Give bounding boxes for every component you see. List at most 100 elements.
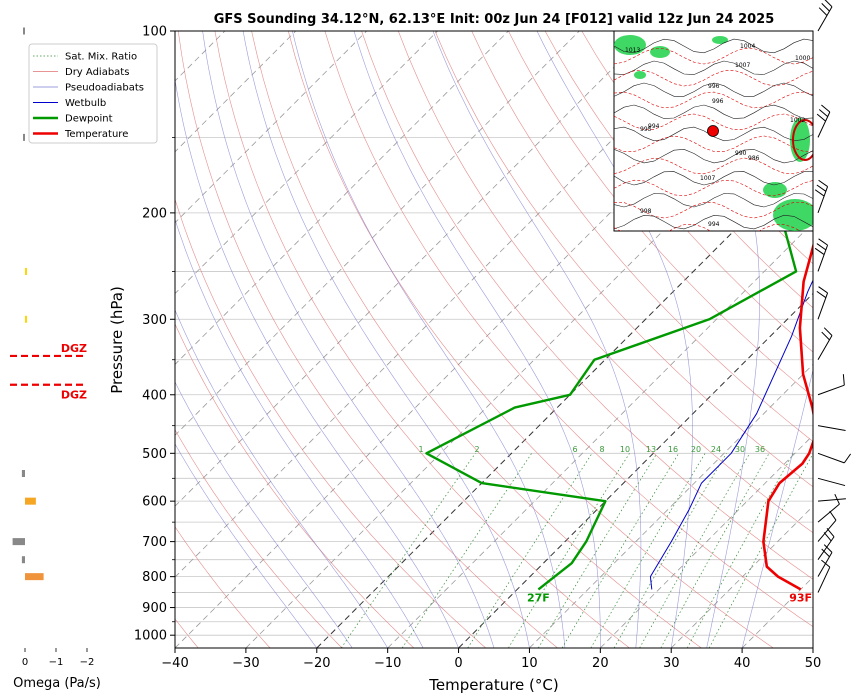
isotherm-line: [529, 363, 813, 648]
wind-barb: [814, 179, 829, 214]
dry-adiabat: [508, 31, 813, 397]
omega-tick-label: −2: [80, 657, 95, 668]
wind-barb: [817, 374, 845, 396]
isotherm-line: [387, 222, 813, 648]
omega-bar: [23, 27, 25, 35]
x-tick-label: 40: [734, 656, 751, 671]
surface-annotations: 93F 27F: [527, 591, 812, 604]
dry-adiabat: [544, 31, 813, 353]
dry-adiabat: [175, 198, 486, 648]
y-tick-label: 500: [142, 447, 167, 462]
y-tick-label: 700: [142, 535, 167, 550]
omega-bar: [25, 497, 36, 505]
isotherm-line: [175, 31, 793, 648]
y-tick-label: 900: [142, 601, 167, 616]
wind-barb: [817, 544, 833, 577]
dry-adiabat: [177, 31, 558, 648]
wind-barb: [817, 0, 833, 32]
map-label: 994: [648, 123, 660, 130]
dry-adiabat: [175, 323, 415, 648]
x-tick-label: −30: [232, 656, 259, 671]
omega-panel: 0 −1 −2 DGZ DGZ: [10, 27, 95, 668]
mixing-ratio-line: [508, 453, 630, 648]
mixing-ratio-line: [341, 453, 476, 648]
mixing-ratio-line: [401, 453, 532, 648]
x-axis: −40 −30 −20 −10 0 10 20 30 40 50: [161, 648, 821, 671]
mixing-ratio-label: 8: [599, 445, 604, 454]
mixing-ratio-label: 6: [572, 445, 577, 454]
map-label: 998: [640, 208, 652, 215]
wind-barb: [817, 425, 846, 432]
legend-label: Pseudoadiabats: [65, 83, 144, 94]
map-label: 994: [708, 221, 720, 228]
wind-barb: [817, 510, 837, 542]
pseudoadiabat: [353, 31, 601, 648]
mixing-ratio-label: 24: [711, 445, 721, 454]
legend: Sat. Mix. Ratio Dry Adiabats Pseudoadiabat…: [28, 43, 158, 144]
x-tick-label: 20: [592, 656, 609, 671]
wind-barb: [817, 477, 846, 487]
x-tick-label: −10: [374, 656, 401, 671]
wind-barb: [817, 528, 835, 560]
map-label: 1013: [625, 47, 640, 54]
dry-adiabat: [434, 31, 813, 488]
dry-adiabat: [839, 31, 860, 648]
chart-title: GFS Sounding 34.12°N, 62.13°E Init: 00z …: [214, 12, 775, 27]
pseudoadiabat: [536, 31, 693, 648]
mixing-ratio-line: [537, 453, 658, 648]
mixing-ratio-line: [639, 453, 751, 648]
pseudoadiabat: [432, 31, 642, 648]
x-tick-label: 50: [805, 656, 822, 671]
map-label: 996: [708, 83, 720, 90]
isotherm-lines: [175, 31, 813, 648]
dry-adiabat: [251, 31, 702, 648]
isotherm-line: [175, 31, 722, 578]
omega-bar: [23, 133, 25, 141]
legend-label: Dry Adiabats: [65, 67, 129, 78]
mixing-ratio-label: 1: [418, 445, 423, 454]
dry-adiabat: [361, 31, 813, 580]
wind-barb: [816, 286, 829, 320]
pseudoadiabat: [175, 218, 424, 648]
map-label: 1002: [790, 117, 805, 124]
surface-dewpoint-label: 27F: [527, 591, 550, 604]
omega-tick-label: 0: [22, 657, 28, 668]
legend-label: Sat. Mix. Ratio: [65, 52, 137, 63]
map-label: 986: [748, 155, 760, 162]
omega-axis-label: Omega (Pa/s): [13, 676, 101, 691]
map-label: 995: [640, 126, 652, 133]
mixing-ratio-label: 20: [691, 445, 701, 454]
y-tick-label: 200: [142, 206, 167, 221]
mixing-ratio-label: 30: [735, 445, 745, 454]
y-axis-label: Pressure (hPa): [108, 286, 126, 394]
wind-barb: [817, 327, 833, 360]
dry-adiabat: [288, 31, 774, 648]
omega-bar: [25, 267, 27, 275]
y-tick-label: 800: [142, 570, 167, 585]
map-label: 1004: [740, 43, 755, 50]
pseudoadiabat: [242, 31, 530, 648]
legend-label: Dewpoint: [65, 114, 113, 125]
omega-bar: [25, 573, 44, 581]
legend-label: Temperature: [64, 129, 128, 140]
mixing-ratio-label: 36: [755, 445, 765, 454]
x-tick-label: −20: [303, 656, 330, 671]
omega-tick-label: −1: [49, 657, 64, 668]
pseudoadiabat: [741, 368, 813, 648]
pseudoadiabat: [175, 78, 459, 648]
series-line-wetbulb: [649, 279, 813, 590]
pseudoadiabat: [202, 31, 495, 648]
mixing-ratio-labels: 1 2 6 8 10 13 16 20 24 30 36: [418, 445, 765, 454]
y-tick-label: 1000: [134, 629, 167, 644]
mixing-ratio-line: [467, 453, 593, 648]
mixing-ratio-label: 13: [646, 445, 656, 454]
wind-barb: [817, 559, 831, 593]
series-line-temperature: [762, 242, 813, 591]
pseudoadiabat: [175, 381, 353, 648]
isotherm-line: [812, 647, 813, 648]
y-axis: 100 200 300 400 500 600 700 800 900 1000: [134, 25, 175, 644]
mixing-ratio-line: [590, 453, 706, 648]
map-label: 1000: [795, 55, 810, 62]
map-label: 1007: [700, 175, 715, 182]
